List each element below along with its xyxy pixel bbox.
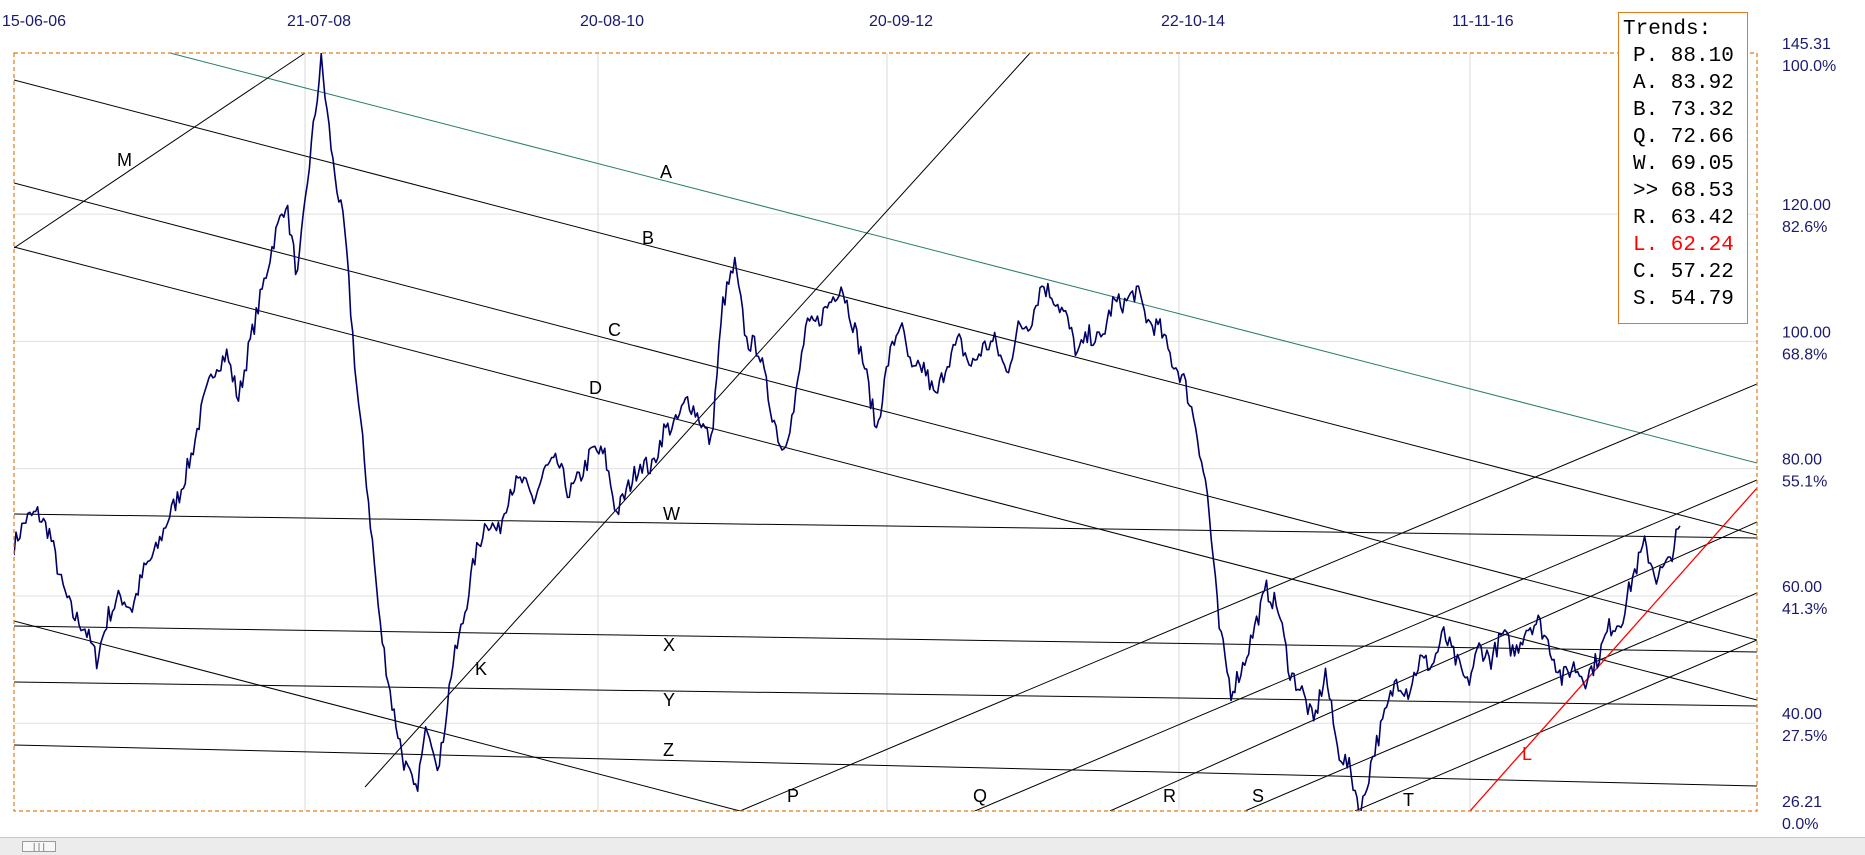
- trend-line-label: R: [1163, 786, 1176, 806]
- trend-row: >> 68.53: [1633, 180, 1734, 203]
- trend-line-lr: [1469, 487, 1757, 811]
- y-percent-label: 41.3%: [1782, 601, 1827, 618]
- grip-icon[interactable]: |||: [22, 841, 56, 852]
- trend-row: C. 57.22: [1633, 261, 1734, 284]
- trend-row: P. 88.10: [1633, 45, 1734, 68]
- x-tick-label: 20-08-10: [580, 13, 644, 30]
- trend-line-k: [364, 53, 1031, 788]
- trend-line-label: M: [117, 150, 132, 170]
- y-price-label: 80.00: [1782, 452, 1822, 469]
- y-percent-label: 55.1%: [1782, 474, 1827, 491]
- horizontal-scrollbar[interactable]: |||: [0, 837, 1865, 855]
- trend-line-labels: A B C D W X Y Z M K P Q R S T L: [117, 150, 1532, 810]
- x-axis-tick-labels: 15-06-06 21-07-08 20-08-10 20-09-12 22-10-14…: [2, 13, 1514, 30]
- trend-line-label: D: [589, 378, 602, 398]
- trend-lines: [14, 53, 1757, 811]
- trend-row: R. 63.42: [1633, 207, 1734, 230]
- y-percent-label: 100.0%: [1782, 58, 1836, 75]
- trend-line-label: K: [475, 659, 487, 679]
- x-tick-label: 11-11-16: [1452, 13, 1514, 30]
- trend-line-t: [1354, 639, 1757, 811]
- x-tick-label: 22-10-14: [1161, 13, 1225, 30]
- trend-row: S. 54.79: [1633, 288, 1734, 311]
- trend-line-label: L: [1522, 744, 1532, 764]
- trend-row: B. 73.32: [1633, 99, 1734, 122]
- trend-line-m: [14, 53, 306, 249]
- price-series: [14, 53, 1681, 811]
- trend-row: W. 69.05: [1633, 153, 1734, 176]
- trend-line-y: [14, 681, 1757, 707]
- x-tick-label: 21-07-08: [287, 13, 351, 30]
- price-chart: 15-06-06 21-07-08 20-08-10 20-09-12 22-10-14…: [2, 13, 1836, 833]
- trends-list: P. 88.10 A. 83.92 B. 73.32 Q. 72.66 W. 69.05…: [1619, 43, 1747, 313]
- price-series-line: [14, 53, 1681, 811]
- y-price-label: 100.00: [1782, 324, 1831, 341]
- trend-line-label: Z: [663, 740, 674, 760]
- trend-line-label: S: [1252, 786, 1264, 806]
- y-percent-label: 27.5%: [1782, 728, 1827, 745]
- trend-line-label: W: [663, 504, 680, 524]
- x-tick-label: 15-06-06: [2, 13, 66, 30]
- trend-line-c: [14, 182, 1757, 641]
- trend-line-label: A: [660, 162, 672, 182]
- trend-line-label: B: [642, 228, 654, 248]
- trend-row: A. 83.92: [1633, 72, 1734, 95]
- trend-line-d: [14, 246, 1757, 701]
- trends-title: Trends:: [1623, 18, 1712, 41]
- trend-line-label: X: [663, 635, 675, 655]
- trends-panel: Trends: P. 88.10 A. 83.92 B. 73.32 Q. 72.66…: [1618, 12, 1748, 324]
- trend-line-z2: [14, 620, 741, 811]
- grid-lines: [14, 53, 1757, 811]
- plot-frame: [13, 52, 1758, 812]
- y-price-label: 145.31: [1782, 36, 1831, 53]
- y-percent-label: 68.8%: [1782, 346, 1827, 363]
- trend-line-b: [14, 79, 1757, 536]
- trend-line-label: Q: [973, 786, 987, 806]
- trend-line-label: P: [787, 786, 799, 806]
- trend-line-a: [169, 53, 1757, 464]
- trend-line-x: [14, 625, 1757, 653]
- trend-row: Q. 72.66: [1633, 126, 1734, 149]
- trend-line-r: [1109, 521, 1757, 811]
- trend-line-z: [14, 744, 1757, 787]
- y-price-label: 120.00: [1782, 197, 1831, 214]
- y-price-label: 60.00: [1782, 579, 1822, 596]
- trend-line-q: [974, 479, 1757, 811]
- y-price-label: 26.21: [1782, 794, 1822, 811]
- trend-line-label: Y: [663, 690, 675, 710]
- trend-line-s: [1244, 592, 1757, 811]
- trend-line-label: T: [1403, 790, 1414, 810]
- x-tick-label: 20-09-12: [869, 13, 933, 30]
- trend-row: L. 62.24: [1633, 234, 1734, 257]
- y-percent-label: 82.6%: [1782, 219, 1827, 236]
- trend-line-label: C: [608, 320, 621, 340]
- trend-line-w: [14, 513, 1757, 539]
- y-percent-label: 0.0%: [1782, 816, 1818, 833]
- y-price-label: 40.00: [1782, 706, 1822, 723]
- y-axis-price-labels: 145.31 100.0% 120.00 82.6% 100.00 68.8% 80.00 5…: [1782, 36, 1836, 833]
- trend-line-p: [739, 383, 1757, 811]
